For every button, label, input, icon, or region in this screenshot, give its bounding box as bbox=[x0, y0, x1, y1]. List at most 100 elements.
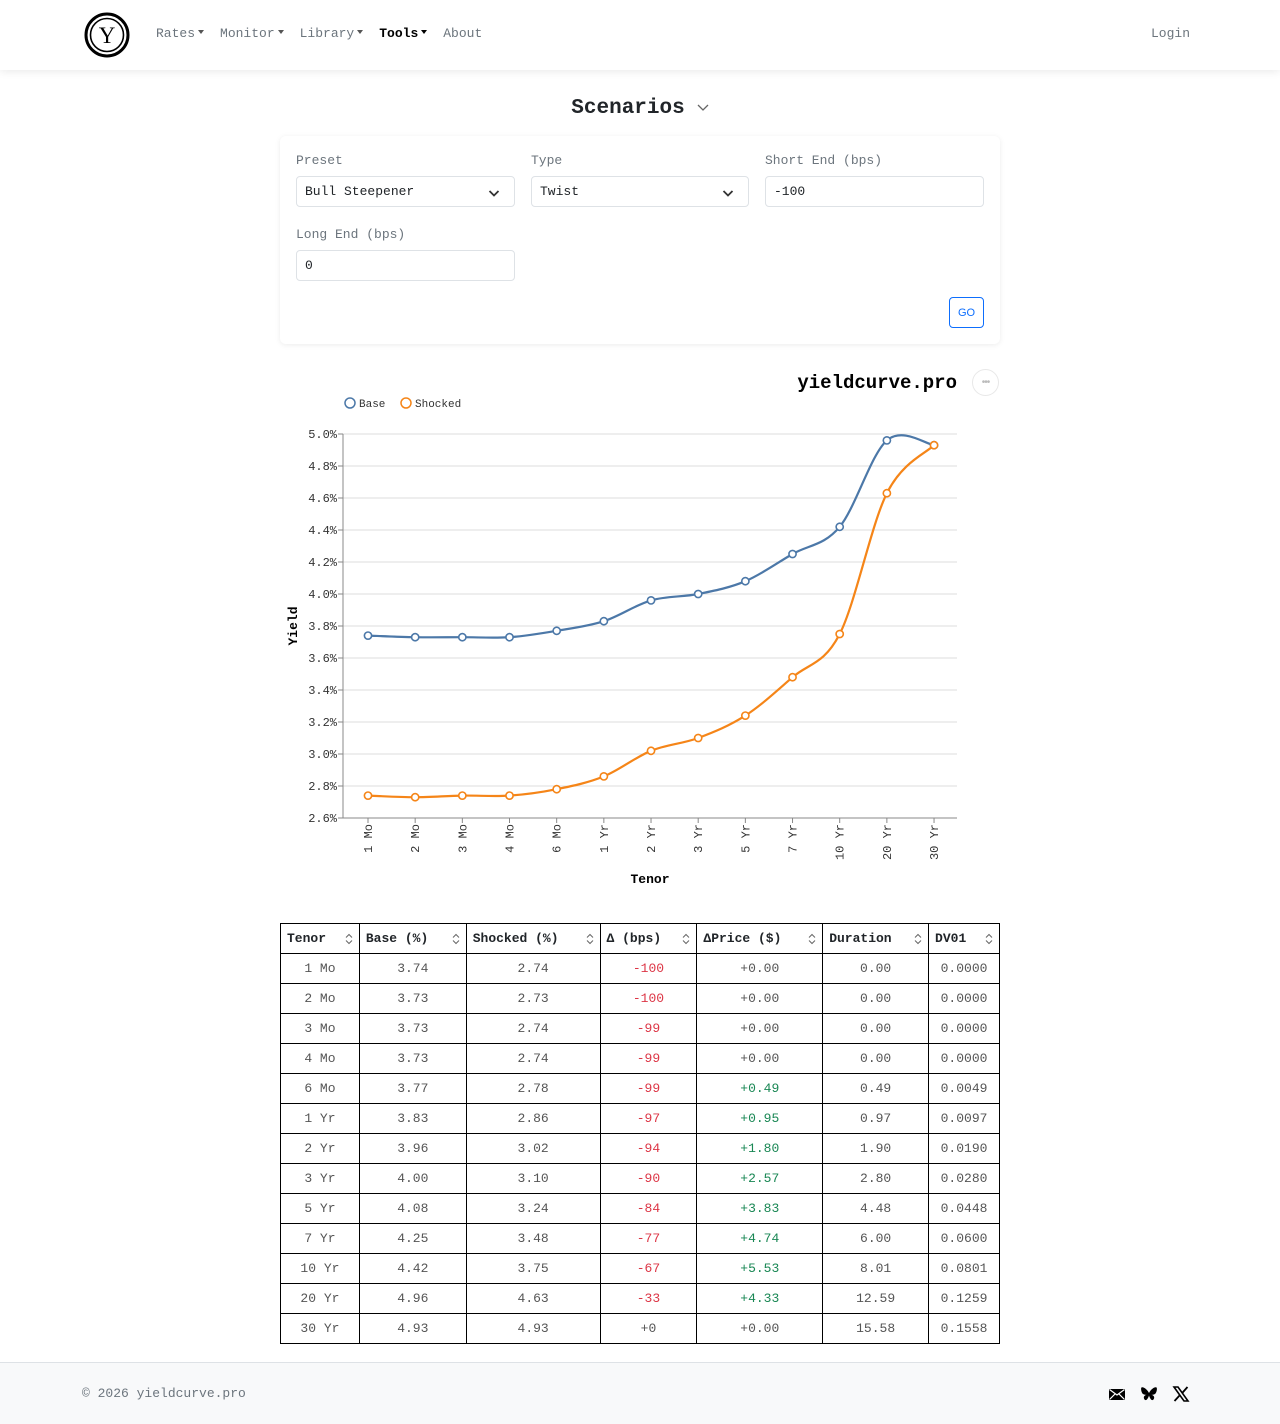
page-title[interactable]: Scenarios bbox=[0, 96, 1280, 120]
preset-label: Preset bbox=[296, 153, 343, 168]
table-cell: 7 Yr bbox=[280, 1223, 360, 1254]
sort-icon[interactable] bbox=[808, 933, 816, 949]
data-point[interactable] bbox=[363, 791, 373, 800]
data-point[interactable] bbox=[552, 626, 562, 636]
login-link[interactable]: Login bbox=[1150, 26, 1190, 41]
column-header[interactable]: Δ (bps) bbox=[599, 923, 698, 954]
data-point[interactable] bbox=[552, 784, 562, 794]
data-point[interactable] bbox=[929, 440, 939, 450]
data-point[interactable] bbox=[505, 632, 514, 642]
chart-menu-button[interactable]: ••• bbox=[972, 369, 999, 396]
table-cell: 6.00 bbox=[822, 1223, 930, 1254]
table-cell: +5.53 bbox=[696, 1253, 824, 1284]
data-point[interactable] bbox=[740, 576, 750, 586]
table-cell: +0.00 bbox=[696, 983, 824, 1014]
column-header[interactable]: Base (%) bbox=[358, 923, 467, 954]
table-cell: 12.59 bbox=[822, 1283, 930, 1314]
preset-select[interactable]: Bull Steepener bbox=[296, 176, 515, 207]
bluesky-icon[interactable] bbox=[1140, 1385, 1158, 1403]
chevron-down-icon[interactable] bbox=[697, 96, 709, 119]
data-point[interactable] bbox=[693, 733, 703, 743]
x-tick-label: 1 Yr bbox=[598, 824, 612, 853]
table-row: 6 Mo 3.77 2.78 -99 +0.49 0.49 0.0049 bbox=[280, 1073, 1000, 1104]
table-cell: 0.97 bbox=[822, 1103, 930, 1134]
column-header[interactable]: DV01 bbox=[928, 923, 1000, 954]
svg-text:Y: Y bbox=[99, 23, 116, 48]
table-cell: 4.42 bbox=[358, 1253, 467, 1284]
y-tick-label: 3.8% bbox=[308, 620, 338, 634]
caret-down-icon bbox=[198, 29, 205, 34]
legend-item-base[interactable]: Base bbox=[344, 397, 385, 411]
data-point[interactable] bbox=[599, 616, 609, 626]
data-point[interactable] bbox=[646, 746, 656, 756]
table-cell: -67 bbox=[599, 1253, 698, 1284]
data-point[interactable] bbox=[505, 791, 514, 800]
table-cell: +0 bbox=[599, 1313, 698, 1344]
nav-item-label: Rates bbox=[156, 26, 196, 41]
table-cell: 0.0801 bbox=[928, 1253, 1000, 1284]
sort-icon[interactable] bbox=[985, 933, 993, 949]
short-end-value: -100 bbox=[774, 184, 806, 199]
long-end-input[interactable]: 0 bbox=[296, 250, 515, 281]
nav-item-about[interactable]: About bbox=[443, 26, 482, 41]
nav-item-tools[interactable]: Tools bbox=[379, 26, 428, 41]
column-header[interactable]: Duration bbox=[822, 923, 930, 954]
type-label: Type bbox=[531, 153, 563, 168]
table-cell: +1.80 bbox=[696, 1133, 824, 1164]
sort-icon[interactable] bbox=[452, 933, 460, 949]
table-cell: 3.48 bbox=[465, 1223, 601, 1254]
data-point[interactable] bbox=[882, 436, 892, 445]
column-header[interactable]: Shocked (%) bbox=[465, 923, 601, 954]
table-cell: 4 Mo bbox=[280, 1043, 360, 1074]
data-point[interactable] bbox=[835, 522, 845, 532]
table-cell: 4.08 bbox=[358, 1193, 467, 1224]
data-point[interactable] bbox=[599, 771, 609, 781]
mail-icon[interactable] bbox=[1108, 1385, 1126, 1403]
nav-item-library[interactable]: Library bbox=[300, 26, 364, 41]
data-point[interactable] bbox=[788, 549, 797, 559]
y-tick-label: 4.0% bbox=[308, 588, 338, 602]
data-point[interactable] bbox=[457, 791, 467, 800]
legend-item-shocked[interactable]: Shocked bbox=[400, 397, 461, 411]
data-point[interactable] bbox=[740, 711, 750, 720]
data-point[interactable] bbox=[363, 631, 373, 640]
column-header[interactable]: Tenor bbox=[280, 923, 360, 954]
table-cell: 2.74 bbox=[465, 1043, 601, 1074]
column-header[interactable]: ΔPrice ($) bbox=[696, 923, 824, 954]
data-point[interactable] bbox=[788, 672, 797, 682]
footer: © 2026 yieldcurve.pro bbox=[0, 1362, 1280, 1424]
x-icon[interactable] bbox=[1172, 1385, 1190, 1403]
go-button[interactable]: GO bbox=[949, 297, 984, 328]
y-tick-label: 3.4% bbox=[308, 684, 338, 698]
data-point[interactable] bbox=[882, 488, 892, 498]
x-tick-label: 4 Mo bbox=[504, 824, 518, 853]
type-value: Twist bbox=[540, 184, 580, 199]
data-point[interactable] bbox=[835, 629, 845, 639]
data-point[interactable] bbox=[410, 792, 420, 802]
chart-brand: yieldcurve.pro bbox=[797, 372, 957, 394]
sort-icon[interactable] bbox=[586, 933, 594, 949]
sort-icon[interactable] bbox=[682, 933, 690, 949]
table-cell: 3.73 bbox=[358, 1043, 467, 1074]
table-cell: -90 bbox=[599, 1163, 698, 1194]
logo[interactable]: Y bbox=[84, 12, 130, 58]
data-point[interactable] bbox=[410, 632, 420, 642]
data-point[interactable] bbox=[646, 595, 656, 605]
sort-icon[interactable] bbox=[914, 933, 922, 949]
nav-item-rates[interactable]: Rates bbox=[156, 26, 205, 41]
table-row: 3 Mo 3.73 2.74 -99 +0.00 0.00 0.0000 bbox=[280, 1013, 1000, 1044]
y-tick-label: 4.4% bbox=[308, 524, 338, 538]
data-point[interactable] bbox=[693, 589, 703, 599]
short-end-input[interactable]: -100 bbox=[765, 176, 984, 207]
column-header-label: Shocked (%) bbox=[472, 931, 559, 946]
type-select[interactable]: Twist bbox=[531, 176, 749, 207]
y-tick-label: 4.2% bbox=[308, 556, 338, 570]
nav-item-monitor[interactable]: Monitor bbox=[220, 26, 284, 41]
table-cell: 0.49 bbox=[822, 1073, 930, 1104]
table-cell: +2.57 bbox=[696, 1163, 824, 1194]
table-cell: 0.0097 bbox=[928, 1103, 1000, 1134]
table-cell: 4.63 bbox=[465, 1283, 601, 1314]
table-cell: +0.00 bbox=[696, 1013, 824, 1044]
sort-icon[interactable] bbox=[345, 933, 353, 949]
data-point[interactable] bbox=[457, 632, 467, 642]
